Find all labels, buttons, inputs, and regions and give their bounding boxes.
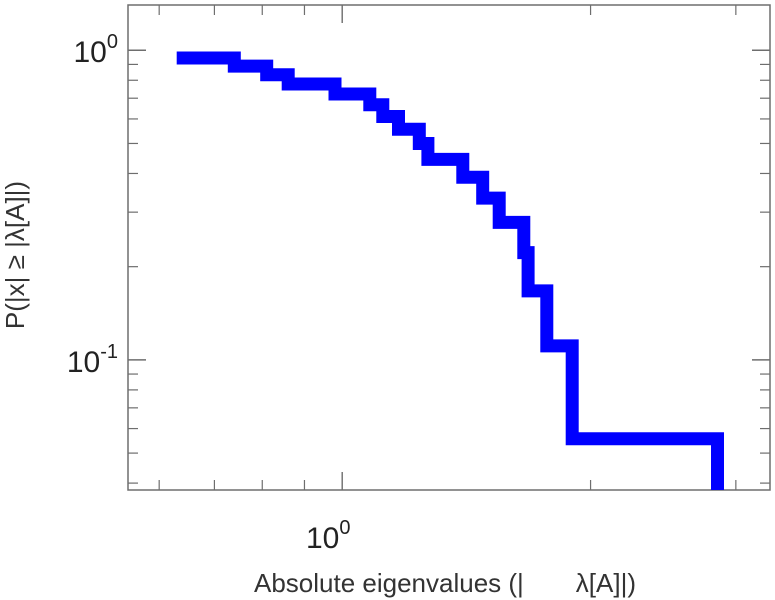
x-tick-exponent: 0 — [339, 517, 350, 539]
major-ticks — [128, 5, 770, 490]
x-axis-label: Absolute eigenvalues (| λ[A]|) — [254, 568, 636, 598]
y-tick-exponent: -1 — [100, 341, 118, 363]
series-layer — [176, 51, 724, 490]
labels-layer: 100 100 10-1 Absolute eigenvalues (| λ[A]|)… — [0, 31, 636, 598]
y-tick-label: 10-1 — [67, 341, 118, 379]
minor-ticks — [128, 5, 770, 490]
x-tick-label: 100 — [306, 517, 351, 555]
y-tick-label: 100 — [74, 31, 119, 69]
y-axis-label: P(|x| ≥ |λ[A]|) — [0, 181, 30, 329]
y-tick-exponent: 0 — [107, 31, 118, 53]
plot-frame — [127, 4, 771, 491]
series-line — [176, 51, 724, 490]
